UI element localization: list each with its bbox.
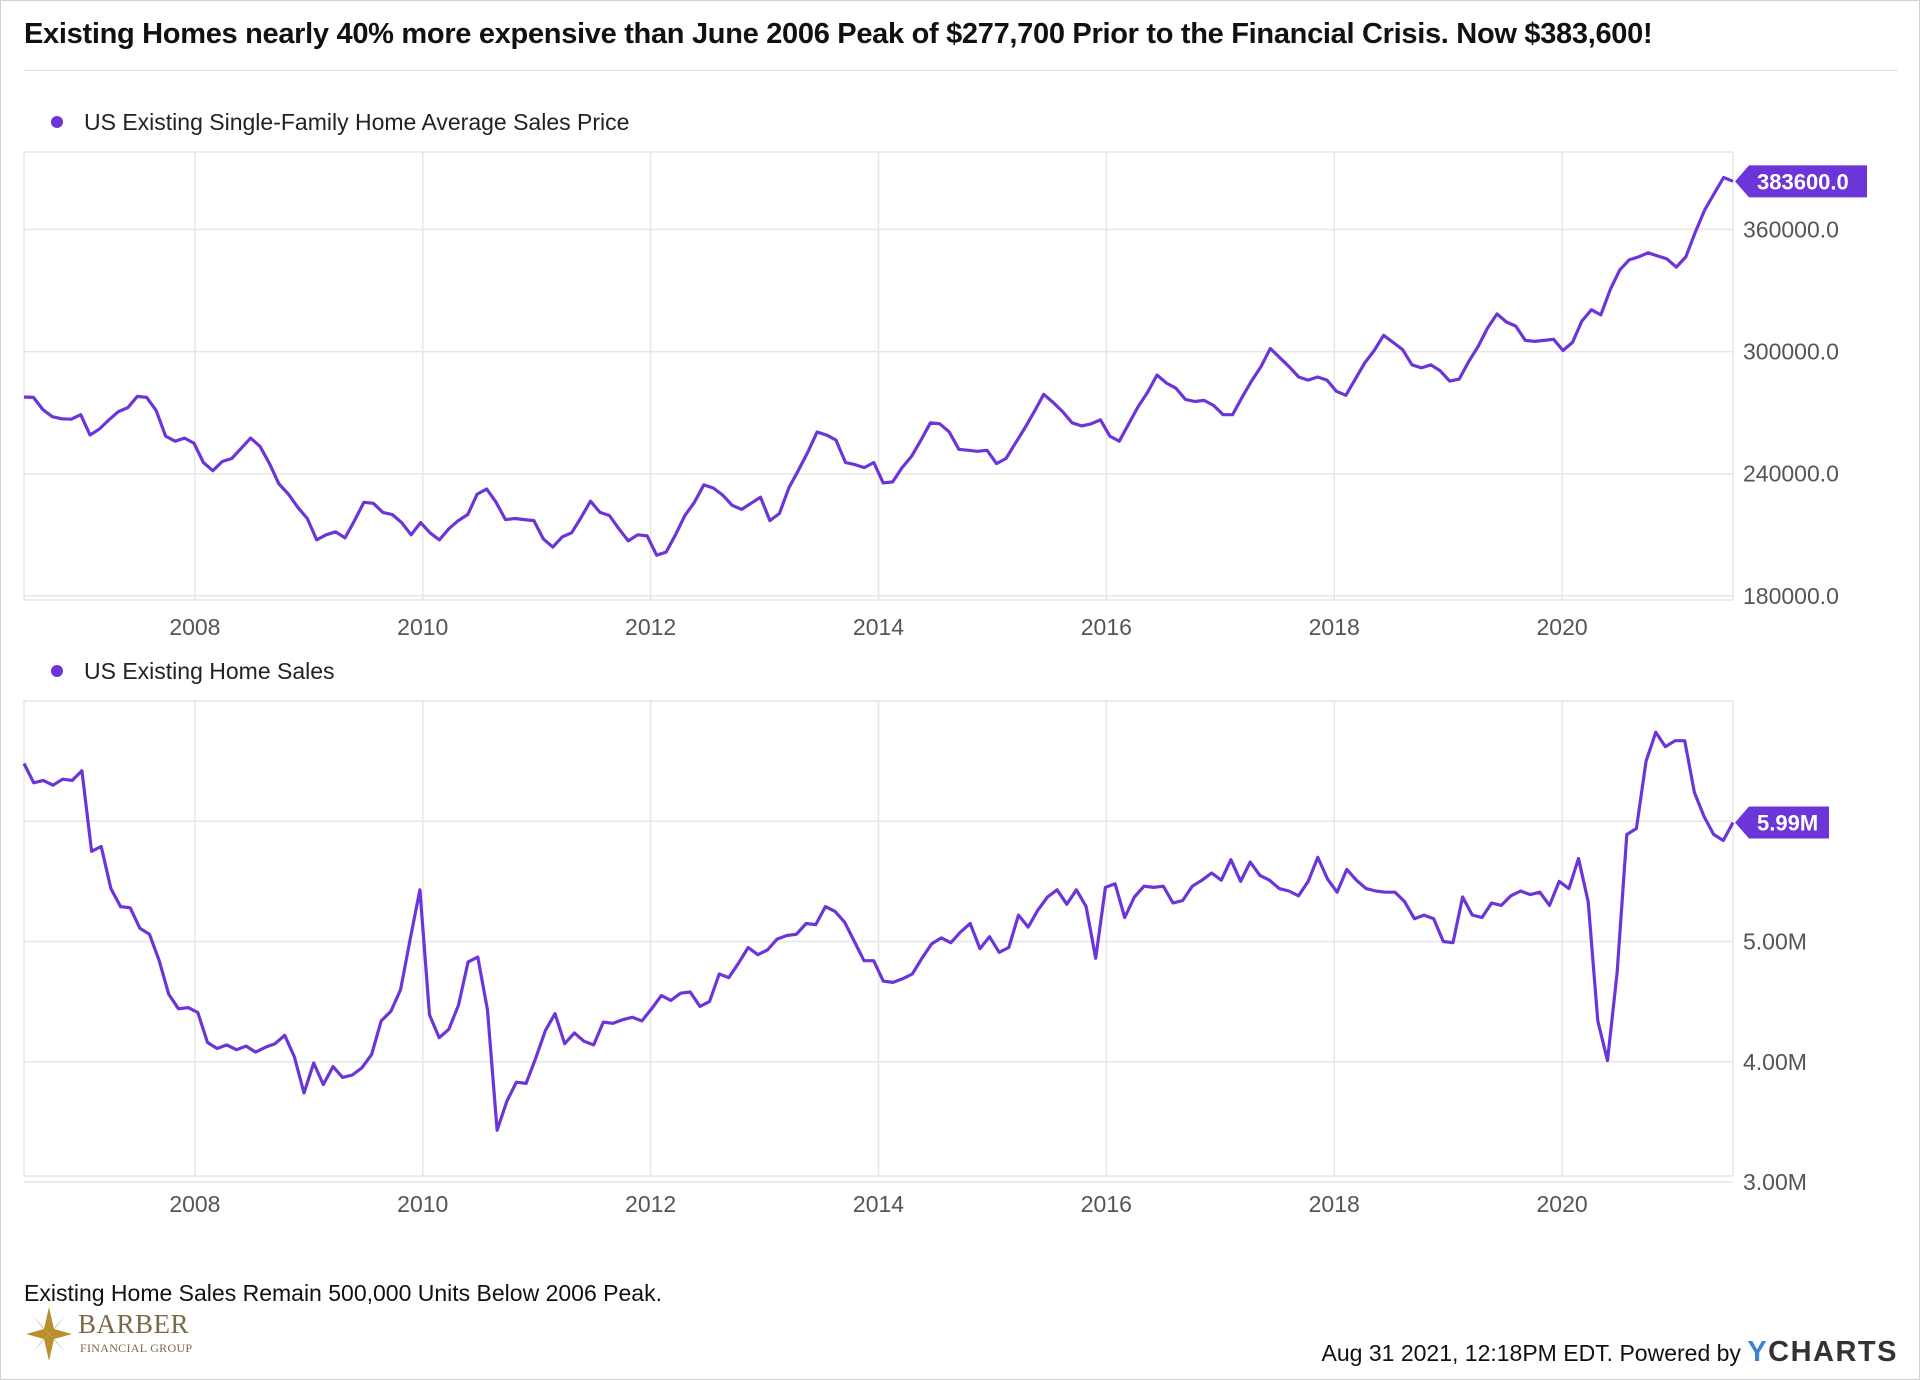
- price-series-line: [23, 175, 1734, 557]
- ycharts-link[interactable]: YCHARTS: [1747, 1336, 1898, 1368]
- sales-x-tick-label: 2018: [1309, 1191, 1360, 1217]
- sales-x-tick-label: 2014: [853, 1191, 904, 1217]
- sales-last-value-label: 5.99M: [1757, 810, 1818, 835]
- ycharts-brand-y: Y: [1747, 1336, 1769, 1368]
- sales-chart-panel: US Existing Home Sales 2008 2010 2012 2014 2…: [22, 658, 1829, 1217]
- price-x-tick-label: 2014: [853, 614, 904, 640]
- price-legend-label[interactable]: US Existing Single-Family Home Average S…: [84, 109, 629, 135]
- sales-x-tick-label: 2008: [169, 1191, 220, 1217]
- footer-timestamp: Aug 31 2021, 12:18PM EDT. Powered by: [1321, 1340, 1741, 1366]
- barber-logo: BARBER FINANCIAL GROUP: [24, 1305, 214, 1365]
- price-y-tick-label: 180000.0: [1743, 583, 1839, 609]
- logo-subtitle: FINANCIAL GROUP: [80, 1341, 193, 1355]
- sales-callout-bg: [1735, 806, 1829, 839]
- sales-x-tick-label: 2016: [1081, 1191, 1132, 1217]
- price-x-tick-label: 2018: [1309, 614, 1360, 640]
- compass-logo-icon: [26, 1307, 72, 1361]
- price-chart-panel: US Existing Single-Family Home Average S…: [23, 109, 1867, 640]
- price-y-tick-label: 360000.0: [1743, 216, 1839, 242]
- price-gridlines: [23, 151, 1734, 601]
- price-x-tick-label: 2016: [1081, 614, 1132, 640]
- price-y-tick-label: 300000.0: [1743, 339, 1839, 365]
- charts-canvas: US Existing Single-Family Home Average S…: [22, 109, 1867, 1217]
- sales-x-tick-label: 2010: [397, 1191, 448, 1217]
- price-x-ticks: 2008 2010 2012 2014 2016 2018 2020: [169, 614, 1587, 640]
- price-callout-bg: [1735, 165, 1867, 198]
- price-x-tick-label: 2008: [169, 614, 220, 640]
- sales-series-line: [22, 730, 1735, 1132]
- footer-credit: Aug 31 2021, 12:18PM EDT. Powered by YCH…: [1322, 1336, 1898, 1369]
- price-x-tick-label: 2010: [397, 614, 448, 640]
- sales-last-value-callout: 5.99M: [1735, 806, 1829, 839]
- price-x-tick-label: 2020: [1537, 614, 1588, 640]
- price-legend-marker: [51, 116, 63, 128]
- footnote: Existing Home Sales Remain 500,000 Units…: [24, 1280, 662, 1306]
- page-title: Existing Homes nearly 40% more expensive…: [24, 18, 1653, 50]
- sales-y-tick-label: 4.00M: [1743, 1049, 1807, 1075]
- price-last-value-label: 383600.0: [1757, 169, 1849, 194]
- sales-x-tick-label: 2012: [625, 1191, 676, 1217]
- sales-y-tick-label: 5.00M: [1743, 929, 1807, 955]
- title-divider: [24, 70, 1898, 71]
- logo-name: BARBER: [78, 1309, 190, 1339]
- sales-x-tick-label: 2020: [1537, 1191, 1588, 1217]
- sales-x-ticks: 2008 2010 2012 2014 2016 2018 2020: [169, 1191, 1587, 1217]
- ycharts-brand-rest: CHARTS: [1768, 1336, 1898, 1368]
- price-y-tick-label: 240000.0: [1743, 461, 1839, 487]
- sales-gridlines: [23, 700, 1734, 1183]
- sales-legend-marker: [51, 665, 63, 677]
- sales-legend-label[interactable]: US Existing Home Sales: [84, 658, 335, 684]
- price-x-tick-label: 2012: [625, 614, 676, 640]
- price-y-ticks: 180000.0 240000.0 300000.0 360000.0: [1743, 216, 1839, 609]
- price-last-value-callout: 383600.0: [1735, 165, 1867, 198]
- sales-y-tick-label: 3.00M: [1743, 1169, 1807, 1195]
